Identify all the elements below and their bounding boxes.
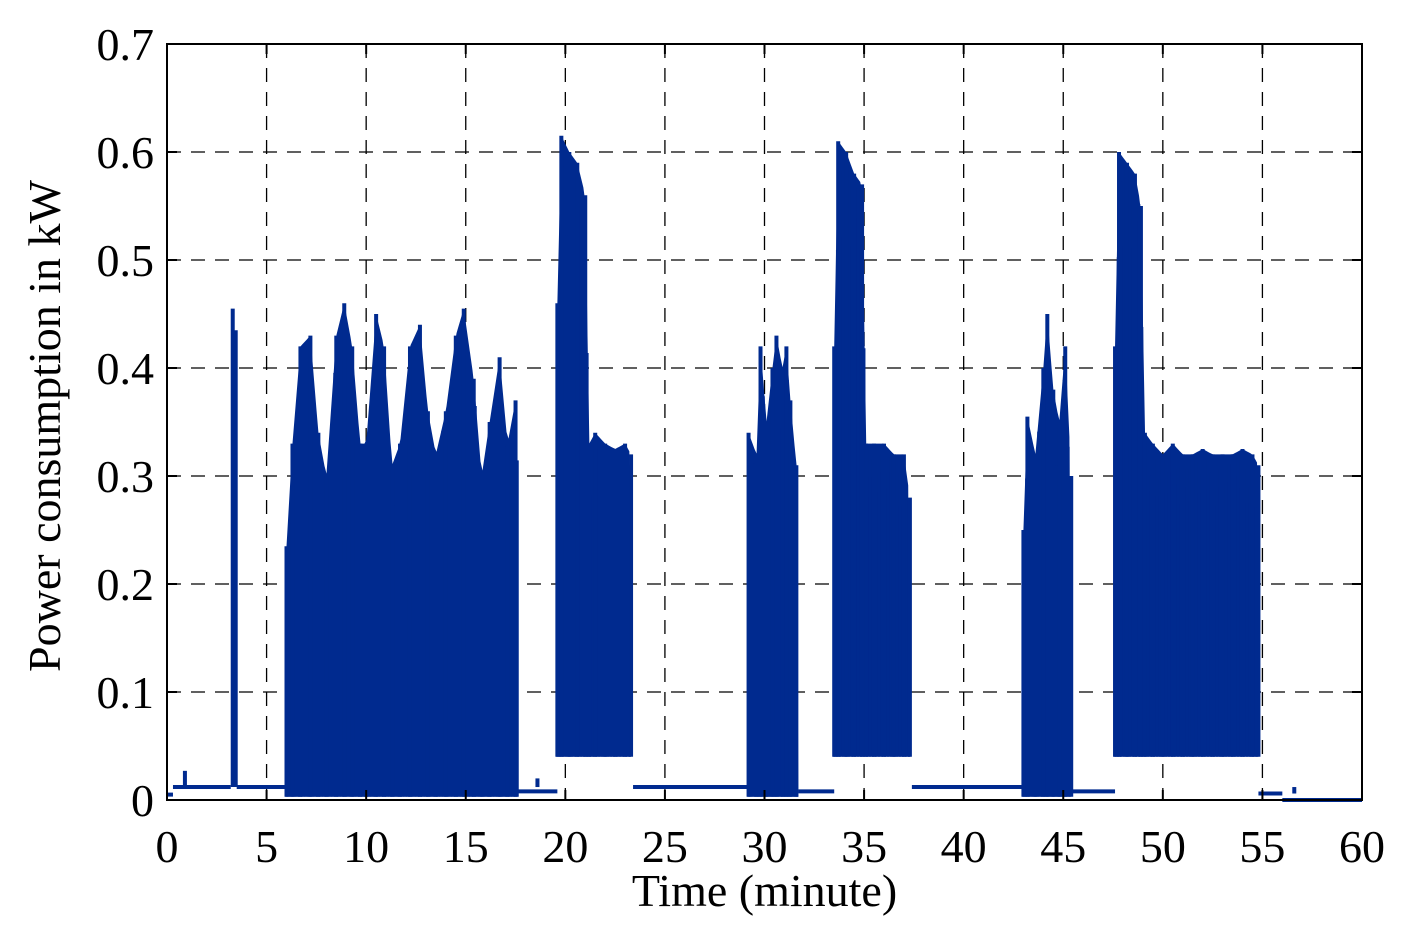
x-tick-label: 0 bbox=[156, 821, 179, 872]
y-tick-label: 0.2 bbox=[97, 559, 155, 610]
x-tick-label: 15 bbox=[443, 821, 489, 872]
x-tick-label: 20 bbox=[542, 821, 588, 872]
burst-2 bbox=[555, 135, 634, 757]
axis-ticks bbox=[166, 43, 1363, 801]
data-series bbox=[167, 135, 1362, 802]
x-tick-label: 5 bbox=[255, 821, 278, 872]
x-tick-label: 30 bbox=[742, 821, 788, 872]
x-tick-label: 40 bbox=[941, 821, 987, 872]
y-tick-labels: 0 0.1 0.2 0.3 0.4 0.5 0.6 0.7 bbox=[97, 19, 155, 826]
y-tick-label: 0.5 bbox=[97, 235, 155, 286]
y-tick-label: 0.7 bbox=[97, 19, 155, 70]
x-axis-label: Time (minute) bbox=[632, 865, 897, 916]
x-tick-label: 25 bbox=[642, 821, 688, 872]
y-tick-label: 0.4 bbox=[97, 343, 155, 394]
x-tick-label: 35 bbox=[841, 821, 887, 872]
x-tick-label: 50 bbox=[1140, 821, 1186, 872]
y-tick-label: 0.1 bbox=[97, 667, 155, 718]
x-tick-label: 45 bbox=[1040, 821, 1086, 872]
burst-5 bbox=[1021, 314, 1074, 797]
x-tick-labels: 0 5 10 15 20 25 30 35 40 45 50 55 60 bbox=[156, 821, 1386, 872]
x-tick-label: 10 bbox=[343, 821, 389, 872]
burst-1 bbox=[284, 303, 519, 797]
burst-4 bbox=[832, 141, 912, 757]
burst-3 bbox=[746, 335, 799, 797]
burst-6 bbox=[1113, 152, 1261, 757]
y-tick-label: 0 bbox=[131, 775, 154, 826]
y-tick-label: 0.3 bbox=[97, 451, 155, 502]
x-tick-label: 60 bbox=[1339, 821, 1385, 872]
x-tick-label: 55 bbox=[1239, 821, 1285, 872]
y-axis-label: Power consumption in kW bbox=[19, 179, 70, 671]
y-tick-label: 0.6 bbox=[97, 127, 155, 178]
